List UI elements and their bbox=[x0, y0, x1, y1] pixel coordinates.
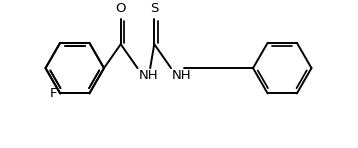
Text: O: O bbox=[116, 2, 126, 15]
Text: NH: NH bbox=[139, 69, 158, 82]
Text: S: S bbox=[150, 2, 159, 15]
Text: NH: NH bbox=[172, 69, 192, 82]
Text: F: F bbox=[50, 87, 57, 100]
